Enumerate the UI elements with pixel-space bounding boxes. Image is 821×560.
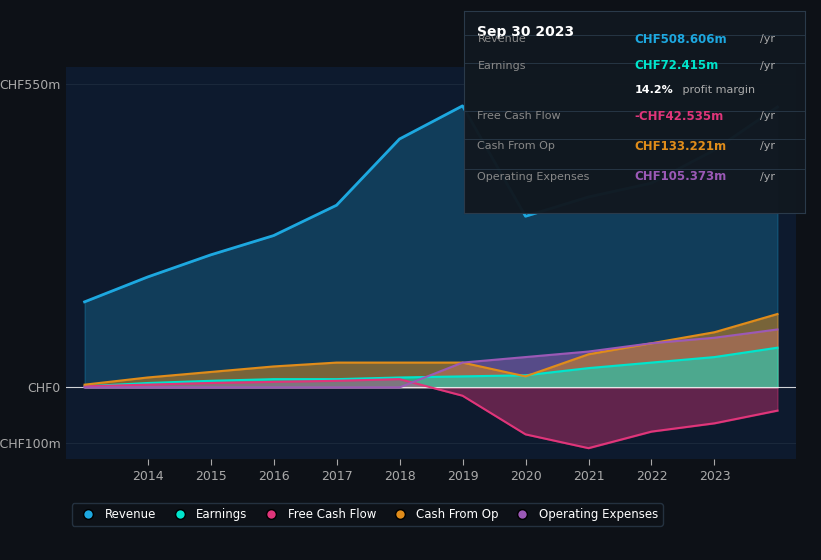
Text: CHF72.415m: CHF72.415m [635, 59, 718, 72]
Text: 14.2%: 14.2% [635, 85, 673, 95]
Legend: Revenue, Earnings, Free Cash Flow, Cash From Op, Operating Expenses: Revenue, Earnings, Free Cash Flow, Cash … [71, 503, 663, 526]
Text: /yr: /yr [760, 60, 775, 71]
Text: Earnings: Earnings [478, 60, 526, 71]
Text: CHF105.373m: CHF105.373m [635, 170, 727, 183]
Text: -CHF42.535m: -CHF42.535m [635, 110, 723, 123]
Text: /yr: /yr [760, 171, 775, 181]
Text: Free Cash Flow: Free Cash Flow [478, 111, 561, 121]
Text: profit margin: profit margin [678, 85, 754, 95]
Text: CHF133.221m: CHF133.221m [635, 140, 727, 153]
Text: CHF508.606m: CHF508.606m [635, 33, 727, 46]
Text: /yr: /yr [760, 141, 775, 151]
Text: Revenue: Revenue [478, 34, 526, 44]
Text: Sep 30 2023: Sep 30 2023 [478, 25, 575, 39]
Text: Operating Expenses: Operating Expenses [478, 171, 589, 181]
Text: /yr: /yr [760, 111, 775, 121]
Text: /yr: /yr [760, 34, 775, 44]
Text: Cash From Op: Cash From Op [478, 141, 555, 151]
